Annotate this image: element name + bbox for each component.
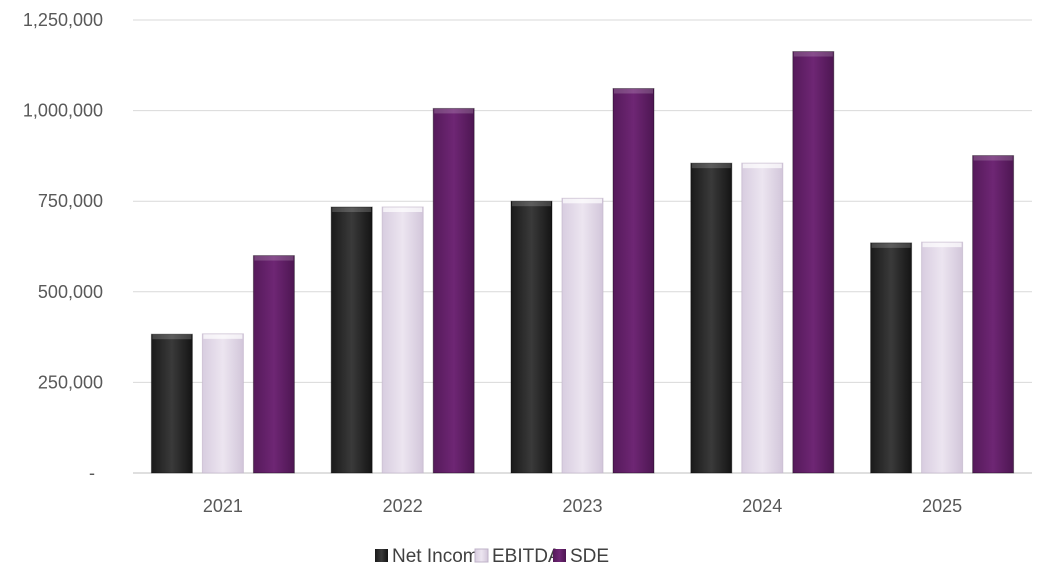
x-tick-label: 2024	[742, 496, 782, 516]
bar-outline	[432, 107, 475, 474]
bar-bevel-top	[973, 155, 1013, 161]
legend-label: Net Income	[392, 546, 489, 567]
bar-outline	[381, 206, 424, 474]
bar-outline	[972, 155, 1015, 474]
bar-bevel-top	[563, 198, 602, 204]
bar-bevel-top	[691, 163, 731, 169]
bars-group	[150, 51, 1015, 474]
bar-body	[972, 155, 1014, 473]
bar-sde-2023	[612, 87, 655, 474]
bar-outline	[741, 162, 784, 474]
bar-net-income-2021	[150, 333, 193, 474]
legend-swatch	[474, 548, 489, 563]
bar-body	[562, 198, 603, 474]
bar-bevel-top	[383, 206, 423, 212]
y-tick-label: 750,000	[38, 191, 103, 211]
y-tick-label: -	[89, 463, 95, 483]
bar-body	[741, 163, 783, 473]
bar-outline	[510, 200, 553, 474]
x-tick-label: 2023	[562, 496, 602, 516]
bar-bevel-top	[742, 163, 782, 169]
bar-ebitda-2022	[381, 206, 424, 474]
y-tick-label: 1,000,000	[23, 101, 103, 121]
bar-body	[253, 255, 295, 473]
bar-bevel-top	[434, 108, 474, 114]
bar-ebitda-2023	[561, 197, 604, 474]
bar-body	[613, 88, 654, 474]
bar-bevel-top	[203, 333, 243, 339]
bar-body	[792, 51, 834, 473]
bar-ebitda-2021	[201, 333, 244, 474]
bar-body	[151, 334, 193, 473]
bar-bevel-top	[871, 242, 911, 248]
bar-bevel-top	[793, 51, 833, 57]
x-axis-ticks: 2021 2022 2023 2024 2025	[203, 496, 962, 516]
bar-body	[690, 163, 732, 473]
bar-bevel-top	[152, 334, 192, 340]
y-axis-ticks: - 250,000 500,000 750,000 1,000,000 1,250,000	[23, 10, 103, 483]
bar-outline	[612, 87, 655, 474]
bar-ebitda-2024	[741, 162, 784, 474]
bar-outline	[252, 255, 295, 474]
bar-ebitda-2025	[921, 241, 964, 474]
bar-bevel-top	[614, 88, 653, 94]
legend: Net Income EBITDA SDE	[375, 546, 609, 567]
legend-label: EBITDA	[492, 546, 561, 567]
legend-swatch	[375, 549, 388, 562]
bar-body	[382, 206, 424, 473]
bar-bevel-top	[254, 255, 294, 261]
bar-outline	[921, 241, 964, 474]
bar-body	[921, 242, 963, 473]
bar-outline	[690, 162, 733, 474]
bar-body	[202, 333, 244, 473]
bar-bevel-top	[512, 201, 551, 207]
bar-body	[870, 242, 912, 473]
x-tick-label: 2025	[922, 496, 962, 516]
bar-sde-2022	[432, 107, 475, 474]
bar-body	[433, 108, 475, 473]
x-tick-label: 2022	[383, 496, 423, 516]
bar-sde-2024	[792, 51, 835, 474]
bar-outline	[792, 51, 835, 474]
bar-body	[511, 201, 552, 473]
bar-net-income-2025	[870, 242, 913, 474]
bar-outline	[201, 333, 244, 474]
bar-net-income-2023	[510, 200, 553, 474]
bar-bevel-top	[332, 206, 372, 212]
y-tick-label: 1,250,000	[23, 10, 103, 30]
bar-sde-2025	[972, 155, 1015, 474]
y-tick-label: 250,000	[38, 372, 103, 392]
bar-body	[331, 206, 373, 473]
bar-net-income-2022	[330, 206, 373, 474]
bar-outline	[150, 333, 193, 474]
bar-bevel-top	[922, 242, 962, 248]
bar-outline	[870, 242, 913, 474]
x-tick-label: 2021	[203, 496, 243, 516]
legend-swatch	[553, 549, 566, 562]
bar-outline	[561, 197, 604, 474]
y-tick-label: 500,000	[38, 282, 103, 302]
legend-label: SDE	[570, 546, 609, 567]
bar-outline	[330, 206, 373, 474]
bar-sde-2021	[252, 255, 295, 474]
bar-net-income-2024	[690, 162, 733, 474]
